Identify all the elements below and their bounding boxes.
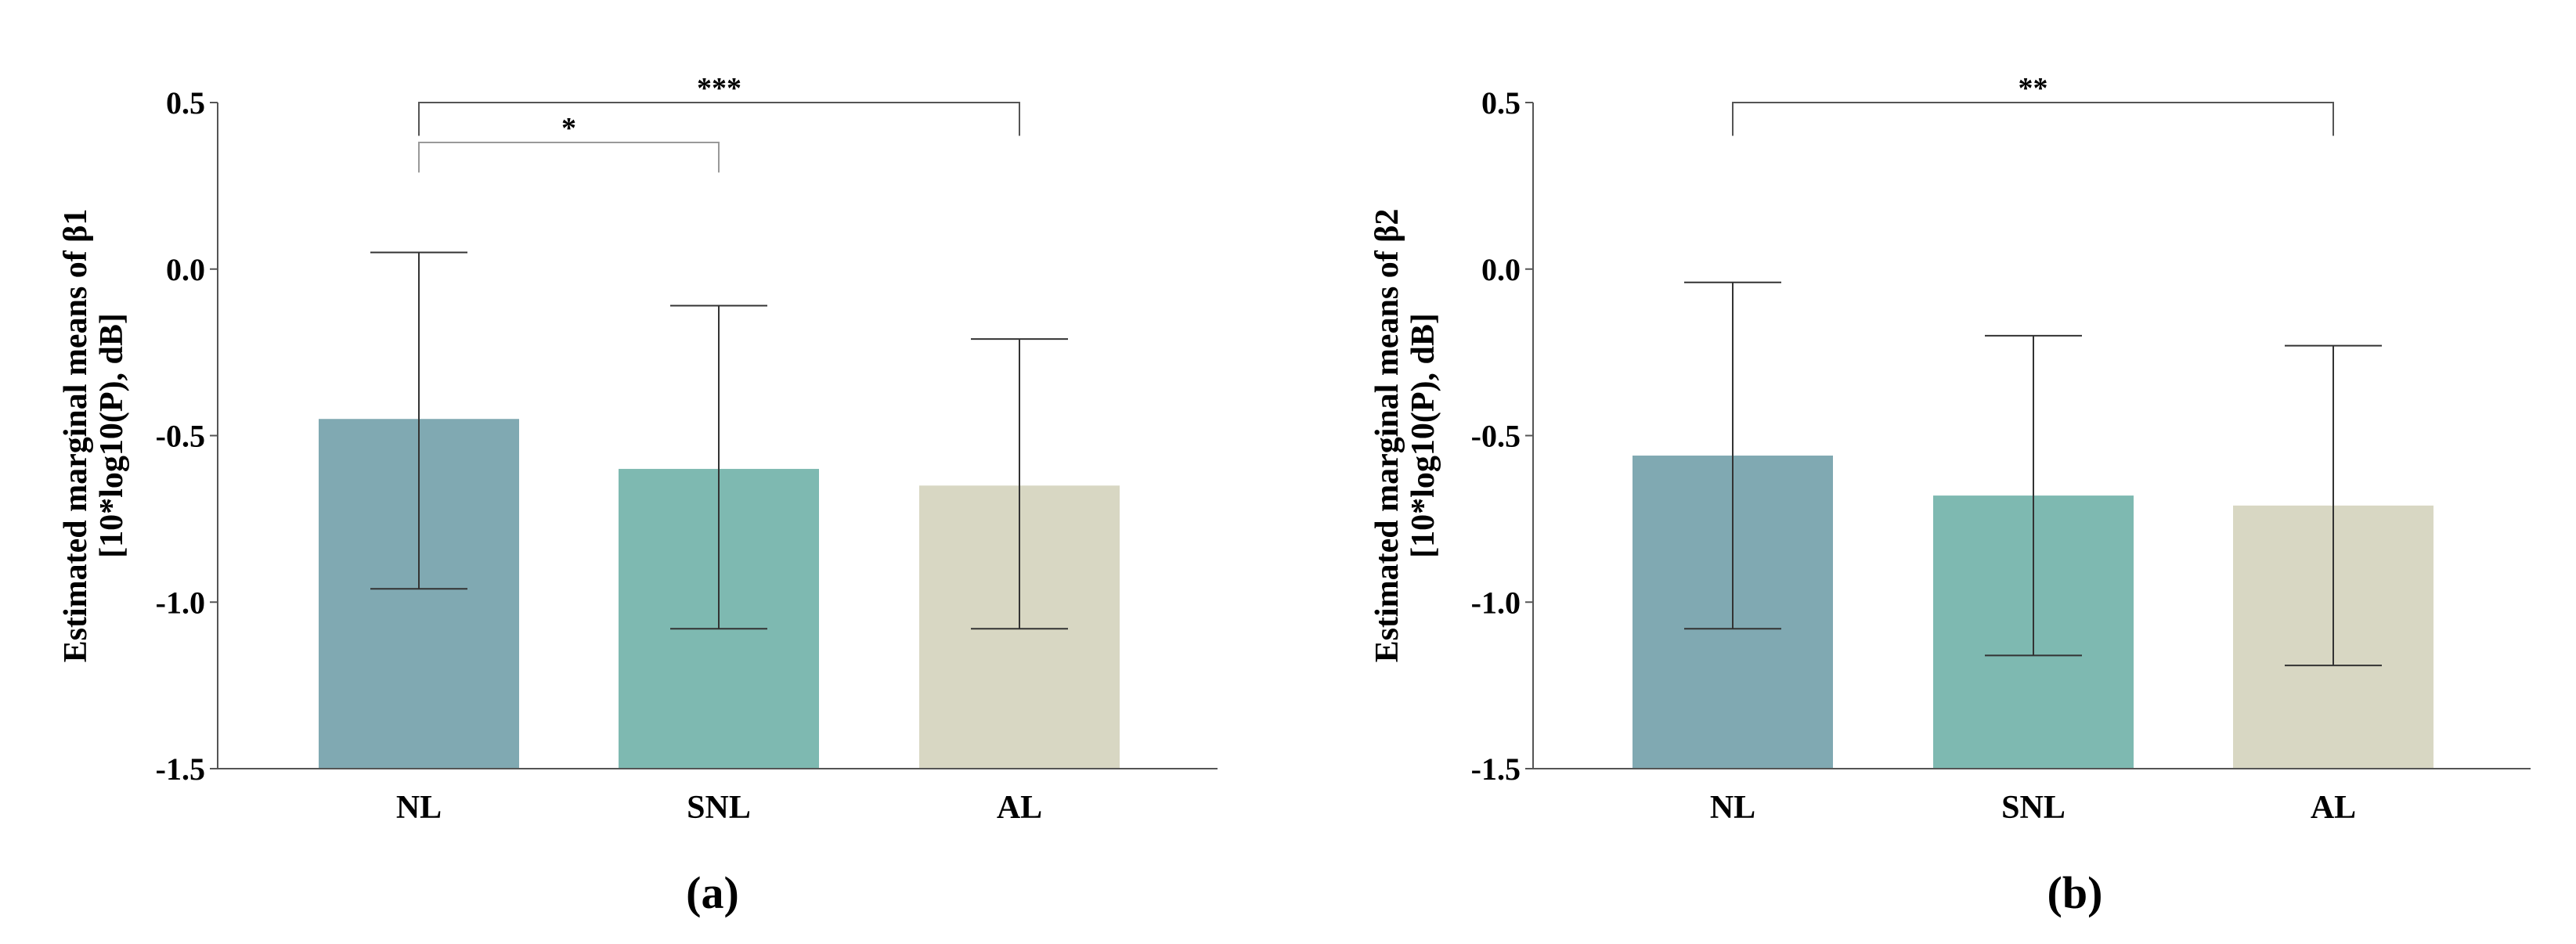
y-axis-label-line: [10*log10(P), dB]: [1405, 313, 1441, 558]
y-tick-label: 0.5: [166, 85, 205, 121]
significance-label: ***: [697, 72, 741, 105]
panel-label: (b): [2047, 867, 2103, 918]
y-tick-label: -0.5: [156, 419, 205, 454]
y-axis-label-line: Estimated marginal means of β2: [1369, 209, 1405, 663]
y-axis-label-line: [10*log10(P), dB]: [94, 313, 130, 558]
x-tick-label-nl: NL: [396, 790, 442, 826]
y-tick-label: -0.5: [1471, 419, 1521, 454]
x-tick-label-al: AL: [2311, 790, 2356, 826]
x-tick-label-al: AL: [997, 790, 1042, 826]
panel-label: (a): [686, 867, 739, 918]
y-tick-label: 0.0: [166, 252, 205, 287]
significance-label: **: [2019, 72, 2048, 105]
y-tick-label: -1.0: [156, 585, 205, 620]
significance-bracket: [418, 102, 1020, 136]
x-tick-label-snl: SNL: [687, 790, 751, 826]
x-tick-label-snl: SNL: [2001, 790, 2065, 826]
y-axis-label-line: Estimated marginal means of β1: [58, 209, 94, 663]
y-tick-label: -1.5: [156, 751, 205, 787]
chart-panel-1: 0.5 0.0 -0.5 -1.0 -1.5 NL SNL AL Estimated margi…: [58, 72, 1218, 918]
y-tick-label: -1.0: [1471, 585, 1521, 620]
chart-panel-2: 0.5 0.0 -0.5 -1.0 -1.5 NL SNL AL Estimated margi…: [1369, 72, 2531, 918]
y-axis-label: Estimated marginal means of β2[10*log10(…: [1369, 209, 1441, 663]
y-tick-label: 0.0: [1481, 252, 1521, 287]
significance-bracket: [418, 142, 720, 173]
y-tick-label: -1.5: [1471, 751, 1521, 787]
x-tick-label-nl: NL: [1710, 790, 1755, 826]
significance-bracket: [1732, 102, 2334, 136]
y-tick-label: 0.5: [1481, 85, 1521, 121]
y-axis-label: Estimated marginal means of β1[10*log10(…: [58, 209, 130, 663]
significance-label: *: [561, 112, 576, 145]
